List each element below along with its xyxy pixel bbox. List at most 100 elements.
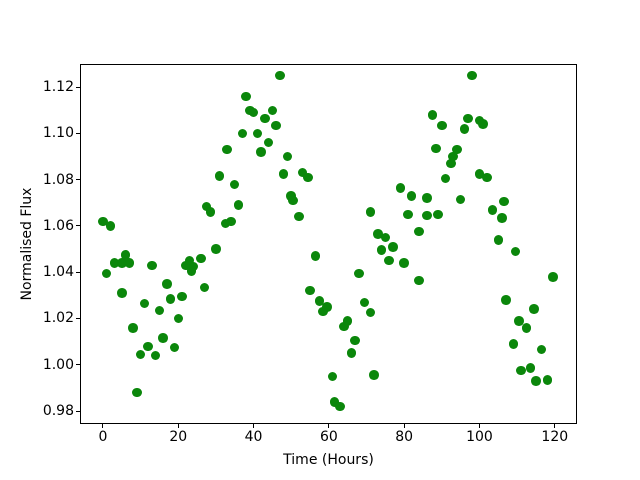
data-point <box>422 210 432 221</box>
data-point <box>350 335 360 346</box>
data-point <box>339 321 349 332</box>
data-point <box>433 209 443 220</box>
data-point <box>399 258 409 268</box>
data-point <box>305 285 315 296</box>
y-tick-label: 1.10 <box>42 125 74 142</box>
data-point <box>237 128 248 139</box>
data-point <box>186 266 197 276</box>
data-point <box>282 151 293 162</box>
data-point <box>220 218 231 229</box>
data-point <box>365 307 376 318</box>
data-point <box>440 173 451 184</box>
x-tick-label: 100 <box>466 429 493 445</box>
data-point <box>318 306 328 317</box>
data-point <box>335 401 345 412</box>
data-point <box>278 169 289 179</box>
data-point <box>303 172 313 183</box>
data-point <box>154 305 165 316</box>
data-point <box>263 137 274 148</box>
data-point <box>452 144 462 155</box>
y-tick-label: 1.00 <box>42 356 74 373</box>
x-tick-mark <box>328 424 330 428</box>
data-point <box>508 339 519 349</box>
x-tick-label: 20 <box>169 429 188 445</box>
data-point <box>120 250 131 260</box>
data-point <box>487 205 498 215</box>
data-point <box>109 258 119 268</box>
data-point <box>158 333 168 343</box>
data-point <box>406 191 417 201</box>
y-tick-mark <box>76 225 80 227</box>
data-point <box>199 282 210 292</box>
data-point <box>536 344 547 355</box>
data-point <box>459 124 470 134</box>
data-point <box>184 255 195 266</box>
data-point <box>346 348 357 358</box>
data-point <box>499 196 509 207</box>
plot-area <box>80 64 577 424</box>
data-point <box>525 363 536 373</box>
data-point <box>267 105 278 116</box>
data-point <box>288 195 298 206</box>
data-point <box>329 397 340 407</box>
data-point <box>252 128 263 139</box>
data-point <box>463 113 473 124</box>
x-tick-label: 0 <box>98 429 108 445</box>
data-point <box>275 70 285 81</box>
y-tick-label: 1.02 <box>42 310 74 327</box>
data-point <box>128 323 138 333</box>
y-tick-label: 1.08 <box>42 171 74 188</box>
data-point <box>514 316 524 326</box>
x-tick-mark <box>403 424 405 428</box>
data-point <box>294 211 304 222</box>
x-tick-mark <box>177 424 179 428</box>
data-point <box>297 167 308 178</box>
data-point <box>310 251 321 261</box>
x-tick-label: 80 <box>395 429 414 445</box>
data-point <box>327 371 338 382</box>
data-point <box>214 171 225 181</box>
data-point <box>373 229 383 239</box>
x-tick-mark <box>478 424 480 428</box>
data-point <box>205 207 216 217</box>
data-point <box>380 232 391 243</box>
data-point <box>211 244 221 254</box>
data-point <box>493 235 504 245</box>
data-point <box>446 158 456 169</box>
data-point <box>241 91 251 102</box>
data-point <box>233 200 244 210</box>
y-tick-label: 0.98 <box>42 403 74 420</box>
data-point <box>531 376 541 386</box>
data-point <box>201 201 212 212</box>
data-point <box>169 342 180 353</box>
data-point <box>256 147 266 157</box>
data-point <box>117 258 127 268</box>
y-tick-mark <box>76 271 80 273</box>
data-point <box>455 194 466 205</box>
y-axis-label: Normalised Flux <box>19 187 35 301</box>
y-tick-mark <box>76 410 80 412</box>
data-point <box>271 120 281 131</box>
data-point <box>143 341 153 351</box>
data-point <box>150 350 161 361</box>
data-point <box>482 172 492 183</box>
data-point <box>196 253 206 264</box>
data-point <box>431 143 441 154</box>
data-point <box>448 151 458 162</box>
x-tick-mark <box>253 424 255 428</box>
data-point <box>414 226 424 237</box>
data-point <box>226 216 236 227</box>
data-point <box>135 349 146 360</box>
x-tick-mark <box>102 424 104 428</box>
data-point <box>365 207 376 217</box>
y-tick-label: 1.04 <box>42 264 74 281</box>
y-tick-label: 1.12 <box>42 79 74 96</box>
data-point <box>529 304 539 314</box>
data-point <box>510 246 520 257</box>
data-point <box>497 213 507 223</box>
y-tick-mark <box>76 317 80 319</box>
data-point <box>395 183 406 193</box>
y-tick-mark <box>76 132 80 134</box>
data-point <box>147 260 157 271</box>
